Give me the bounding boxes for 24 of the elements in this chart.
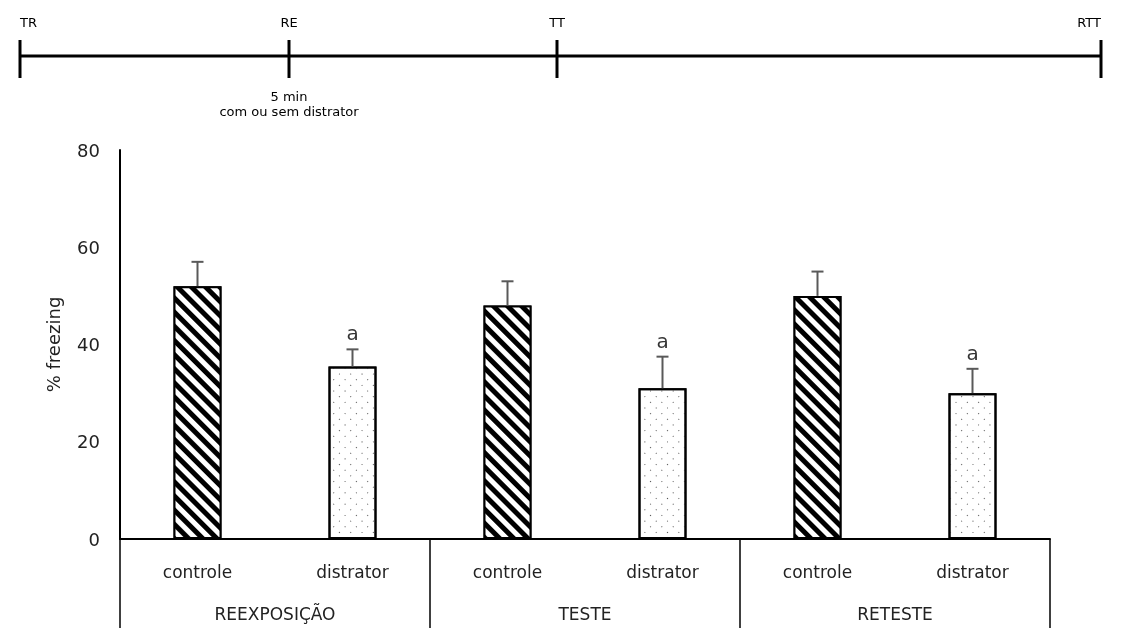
text: com ou sem distrator xyxy=(219,103,360,119)
x-tick-label: controle xyxy=(472,561,543,582)
text: TT xyxy=(548,14,565,30)
y-tick-label: 60 xyxy=(77,236,100,258)
x-tick-label: distrator xyxy=(936,561,1009,582)
x-tick-label: distrator xyxy=(626,561,699,582)
text: TESTE xyxy=(557,604,612,624)
text: RTT xyxy=(1077,14,1102,30)
data-label: a xyxy=(346,321,359,346)
data-label: a xyxy=(656,328,669,353)
text: RE xyxy=(280,14,298,30)
text: RETESTE xyxy=(857,604,933,624)
x-tick-label: distrator xyxy=(316,561,389,582)
y-tick-label: 40 xyxy=(77,334,100,355)
x-tick-label: controle xyxy=(162,561,233,582)
y-tick-label: 80 xyxy=(77,139,100,161)
text: 5 min xyxy=(270,88,308,104)
x-tick-label: controle xyxy=(782,561,853,582)
y-tick-label: 20 xyxy=(77,431,100,453)
y-axis-title: % freezing xyxy=(42,296,64,393)
text: REEXPOSIÇÃO xyxy=(214,603,336,624)
data-label: a xyxy=(966,340,979,365)
y-tick-label: 0 xyxy=(88,528,100,550)
text: TR xyxy=(19,14,37,30)
